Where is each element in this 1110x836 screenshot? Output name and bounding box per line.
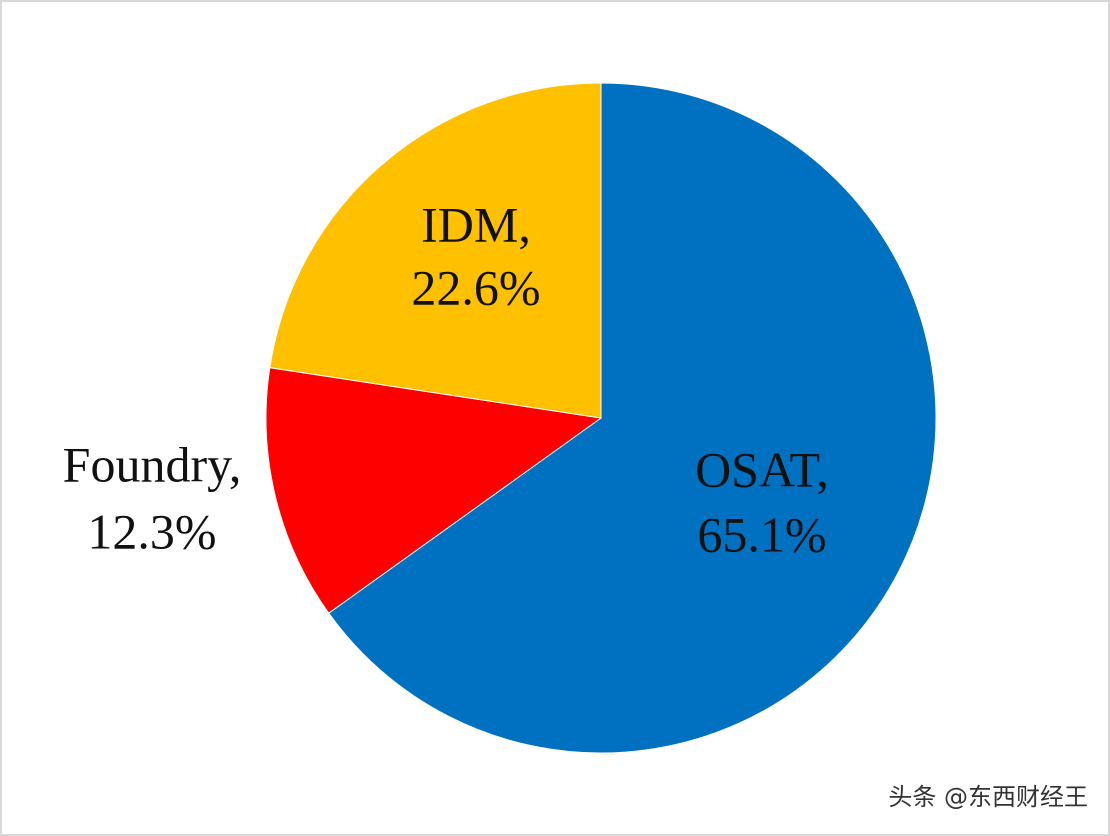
slice-value-label: 12.3% — [87, 503, 216, 559]
slice-value-label: 65.1% — [697, 506, 826, 562]
watermark: 头条 @东西财经王 — [888, 783, 1088, 811]
slice-label: Foundry, — [63, 436, 242, 492]
pie-slice — [269, 82, 602, 419]
slice-label: OSAT, — [695, 441, 829, 497]
slice-label: IDM, — [421, 196, 531, 252]
slice-value-label: 22.6% — [411, 259, 540, 315]
pie-slice — [328, 82, 937, 754]
pie-slice — [265, 367, 603, 614]
